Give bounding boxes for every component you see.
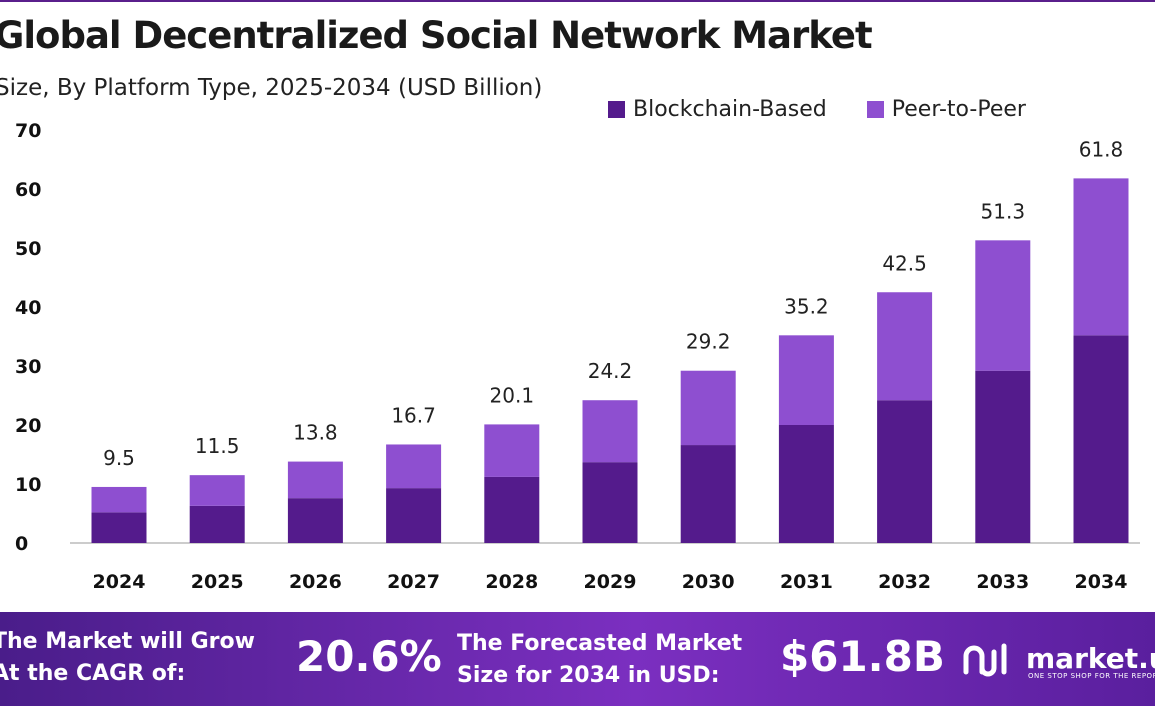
legend-label-blockchain: Blockchain-Based [633, 97, 827, 122]
bar-blockchain [877, 400, 933, 543]
brand-logo[interactable]: market.us ONE STOP SHOP FOR THE REPORTS [962, 638, 1155, 680]
cagr-label: The Market will Grow At the CAGR of: [0, 626, 255, 690]
legend-item-blockchain: Blockchain-Based [608, 97, 827, 122]
x-tick-label: 2028 [485, 571, 538, 593]
bar-blockchain [778, 425, 834, 543]
x-tick-label: 2031 [780, 571, 833, 593]
y-tick-label: 20 [15, 415, 41, 437]
x-tick-label: 2030 [682, 571, 735, 593]
x-tick-label: 2034 [1075, 571, 1128, 593]
bar-blockchain [680, 445, 736, 543]
y-tick-label: 30 [15, 356, 41, 378]
x-tick-label: 2029 [584, 571, 637, 593]
x-tick-label: 2027 [387, 571, 440, 593]
total-data-label: 9.5 [103, 446, 135, 470]
total-data-label: 11.5 [195, 434, 240, 458]
bar-peer-to-peer [1073, 178, 1129, 336]
total-data-label: 61.8 [1079, 137, 1124, 161]
x-tick-label: 2033 [976, 571, 1029, 593]
y-tick-label: 10 [15, 474, 41, 496]
forecast-size-value: $61.8B [780, 632, 945, 681]
total-data-label: 24.2 [588, 359, 633, 383]
total-data-label: 20.1 [490, 383, 535, 407]
total-data-label: 13.8 [293, 421, 338, 445]
bar-peer-to-peer [975, 240, 1031, 371]
brand-tagline: ONE STOP SHOP FOR THE REPORTS [1028, 672, 1155, 680]
bar-blockchain [484, 476, 540, 543]
bar-blockchain [91, 512, 147, 543]
bar-peer-to-peer [484, 424, 540, 477]
bar-peer-to-peer [189, 475, 245, 506]
x-tick-label: 2026 [289, 571, 342, 593]
y-tick-label: 70 [15, 120, 41, 142]
total-data-label: 42.5 [882, 251, 927, 275]
chart-title: Global Decentralized Social Network Mark… [0, 14, 873, 57]
footer-banner: The Market will Grow At the CAGR of: 20.… [0, 612, 1155, 706]
x-tick-label: 2032 [878, 571, 931, 593]
chart-subtitle: Size, By Platform Type, 2025-2034 (USD B… [0, 75, 543, 101]
legend-swatch-blockchain [608, 101, 625, 118]
bar-peer-to-peer [680, 370, 736, 446]
top-rule [0, 0, 1155, 2]
bar-peer-to-peer [287, 461, 343, 499]
total-data-label: 29.2 [686, 330, 731, 354]
legend: Blockchain-Based Peer-to-Peer [608, 97, 1026, 122]
cagr-value: 20.6% [296, 632, 442, 681]
y-tick-label: 50 [15, 238, 41, 260]
y-tick-label: 60 [15, 179, 41, 201]
cagr-label-line2: At the CAGR of: [0, 661, 186, 686]
bar-blockchain [975, 370, 1031, 543]
y-tick-label: 0 [15, 533, 28, 555]
market-us-logo-icon [963, 643, 1007, 677]
forecast-size-label: The Forecasted Market Size for 2034 in U… [457, 628, 742, 692]
x-tick-label: 2025 [191, 571, 244, 593]
cagr-label-line1: The Market will Grow [0, 629, 255, 654]
x-tick-label: 2024 [93, 571, 146, 593]
bar-blockchain [386, 488, 442, 543]
legend-label-peer: Peer-to-Peer [891, 97, 1026, 122]
bar-peer-to-peer [91, 486, 147, 513]
y-tick-label: 40 [15, 297, 41, 319]
forecast-size-label-line2: Size for 2034 in USD: [457, 663, 720, 688]
bar-blockchain [1073, 335, 1129, 543]
bar-peer-to-peer [386, 444, 442, 489]
bar-peer-to-peer [877, 292, 933, 401]
bar-blockchain [189, 505, 245, 543]
total-data-label: 51.3 [981, 199, 1026, 223]
bar-peer-to-peer [582, 400, 638, 463]
brand-name: market.us [1026, 641, 1155, 675]
total-data-label: 35.2 [784, 294, 829, 318]
bar-blockchain [287, 498, 343, 543]
forecast-size-label-line1: The Forecasted Market [457, 631, 743, 656]
stacked-bar-chart: 0102030405060709.5202411.5202513.8202616… [15, 120, 1140, 593]
legend-swatch-peer [866, 101, 884, 118]
total-data-label: 16.7 [391, 403, 436, 427]
bar-peer-to-peer [778, 335, 834, 425]
bar-blockchain [582, 462, 638, 543]
legend-item-peer: Peer-to-Peer [866, 97, 1026, 122]
